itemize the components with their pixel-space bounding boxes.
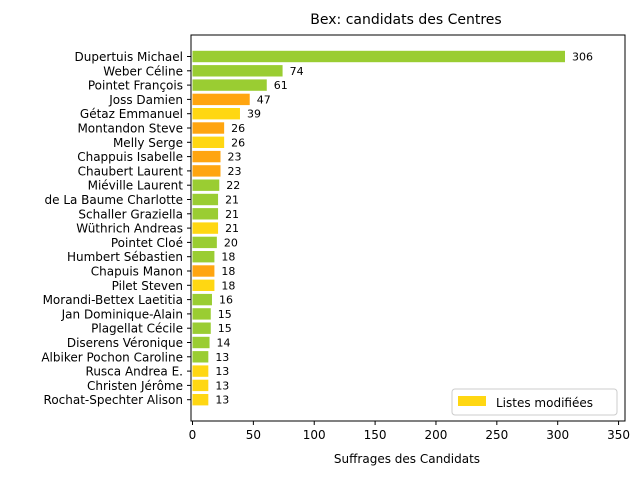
bar <box>192 265 215 277</box>
bar <box>192 165 221 177</box>
bar-value-label: 39 <box>247 108 261 121</box>
bar <box>192 108 240 120</box>
y-tick-label: Jan Dominique-Alain <box>61 307 183 321</box>
bar-value-label: 13 <box>215 394 229 407</box>
x-tick-label: 250 <box>485 428 508 442</box>
y-tick-label: Chaubert Laurent <box>78 164 184 178</box>
bar-value-label: 18 <box>221 251 235 264</box>
y-tick-label: Diserens Véronique <box>67 336 183 350</box>
y-tick-label: Montandon Steve <box>77 122 183 136</box>
x-tick-label: 0 <box>189 428 197 442</box>
bar <box>192 222 219 234</box>
y-tick-label: Pointet François <box>88 79 183 93</box>
bar <box>192 150 221 163</box>
bar-value-label: 23 <box>227 151 241 164</box>
bar-value-label: 13 <box>215 365 229 378</box>
y-tick-label: Gétaz Emmanuel <box>80 107 183 121</box>
y-tick-label: Chappuis Isabelle <box>77 150 183 164</box>
bar-value-label: 21 <box>225 208 239 221</box>
y-tick-label: Schaller Graziella <box>78 207 183 221</box>
bar-value-label: 18 <box>221 279 235 292</box>
bar-value-label: 306 <box>572 51 593 64</box>
legend-swatch <box>458 396 486 406</box>
y-tick-label: Dupertuis Michael <box>75 50 183 64</box>
y-tick-label: Wüthrich Andreas <box>76 222 183 236</box>
y-tick-label: Humbert Sébastien <box>67 250 183 264</box>
bar <box>192 293 212 306</box>
y-tick-label: Rochat-Spechter Alison <box>44 393 183 407</box>
bars-group <box>192 50 565 406</box>
y-tick-label: de La Baume Charlotte <box>45 193 184 207</box>
y-tick-label: Morandi-Bettex Laetitia <box>43 293 183 307</box>
chart-title: Bex: candidats des Centres <box>310 12 501 28</box>
bar-value-label: 74 <box>290 65 304 78</box>
y-tick-label: Pilet Steven <box>112 279 183 293</box>
bar <box>192 136 225 148</box>
bar-value-label: 18 <box>221 265 235 278</box>
x-tick-label: 200 <box>425 428 448 442</box>
x-axis-ticks: 0 50 100 150 200 250 300 350 <box>189 421 630 442</box>
bar <box>192 122 225 134</box>
x-tick-label: 350 <box>607 428 630 442</box>
y-tick-label: Rusca Andrea E. <box>86 365 183 379</box>
bar <box>192 336 210 349</box>
bar-value-label: 21 <box>225 222 239 235</box>
x-tick-label: 300 <box>546 428 569 442</box>
legend: Listes modifiées <box>451 388 618 416</box>
bar <box>192 322 211 334</box>
bar <box>192 93 250 106</box>
value-labels-group: 3067461473926262323222121212018181816151… <box>215 51 593 407</box>
bar <box>192 279 215 291</box>
bar <box>192 79 267 91</box>
legend-box <box>451 388 618 416</box>
bar <box>192 179 220 191</box>
bar <box>192 193 219 206</box>
bar-value-label: 13 <box>215 351 229 364</box>
bar <box>192 236 217 249</box>
legend-label: Listes modifiées <box>496 396 593 410</box>
bar-value-label: 61 <box>274 79 288 92</box>
bar-value-label: 16 <box>219 294 233 307</box>
x-axis-label: Suffrages des Candidats <box>334 452 480 466</box>
x-tick-label: 100 <box>303 428 326 442</box>
bar-value-label: 23 <box>227 165 241 178</box>
y-tick-label: Plagellat Cécile <box>91 322 183 336</box>
bar <box>192 251 215 263</box>
bar-value-label: 47 <box>257 93 271 106</box>
bar-value-label: 13 <box>215 379 229 392</box>
bar <box>192 208 219 220</box>
bar-value-label: 15 <box>218 322 232 335</box>
bar-value-label: 22 <box>226 179 240 192</box>
bar <box>192 50 565 63</box>
bar-value-label: 26 <box>231 122 245 135</box>
bar-value-label: 14 <box>217 337 231 350</box>
x-tick-label: 50 <box>246 428 261 442</box>
y-tick-label: Miéville Laurent <box>88 179 184 193</box>
y-tick-label: Chapuis Manon <box>91 265 183 279</box>
bar-value-label: 20 <box>224 236 238 249</box>
bar-value-label: 26 <box>231 136 245 149</box>
x-tick-label: 150 <box>364 428 387 442</box>
bar <box>192 365 209 377</box>
plot-area-frame <box>190 34 626 422</box>
bar-value-label: 21 <box>225 194 239 207</box>
bar-value-label: 15 <box>218 308 232 321</box>
y-tick-label: Melly Serge <box>113 136 183 150</box>
bar <box>192 65 283 77</box>
y-tick-label: Albiker Pochon Caroline <box>41 350 183 364</box>
y-tick-label: Christen Jérôme <box>87 379 183 393</box>
y-tick-label: Pointet Cloé <box>111 236 183 250</box>
bar <box>192 308 211 320</box>
bar <box>192 394 209 406</box>
bar <box>192 379 209 392</box>
bar <box>192 351 209 363</box>
y-tick-label: Joss Damien <box>108 93 183 107</box>
y-tick-label: Weber Céline <box>103 64 183 78</box>
